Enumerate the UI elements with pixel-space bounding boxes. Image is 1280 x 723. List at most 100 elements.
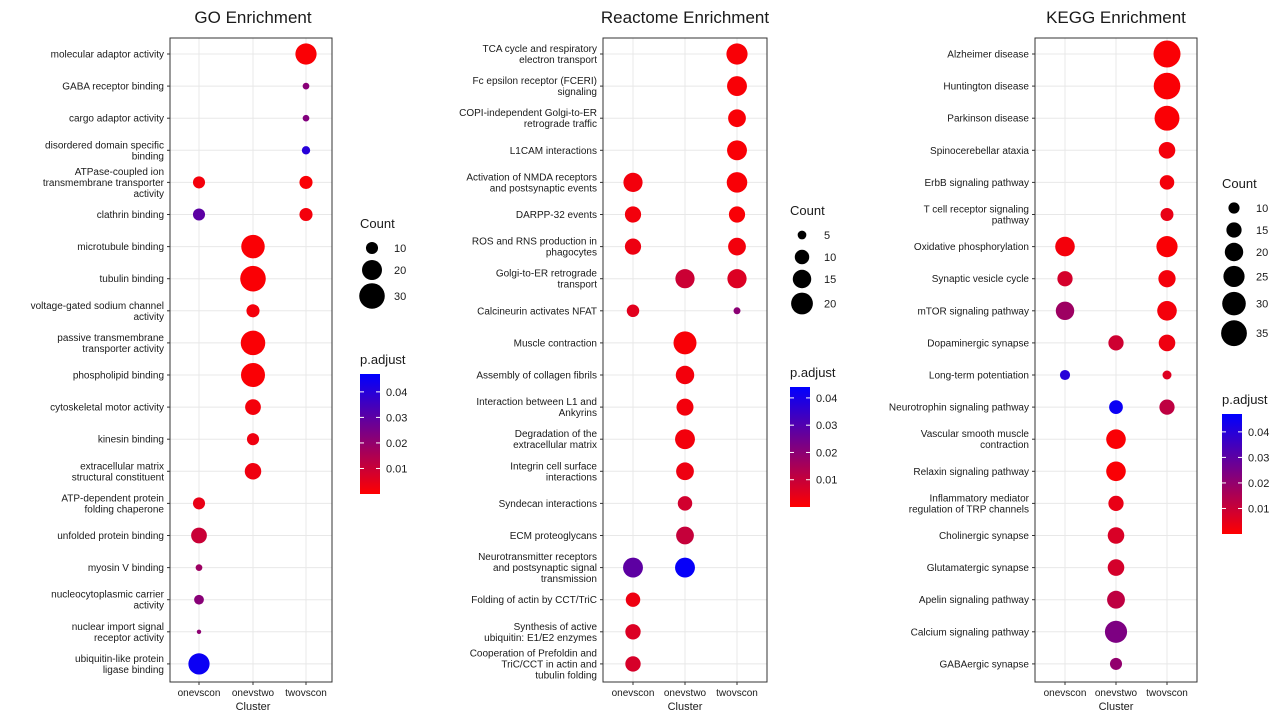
- data-point: [1153, 72, 1181, 100]
- data-point: [728, 206, 746, 223]
- data-point: [625, 656, 641, 672]
- y-tick-label: cytoskeletal motor activity: [50, 403, 164, 414]
- y-tick-label: myosin V binding: [88, 563, 164, 574]
- x-tick-label: onevscon: [1044, 688, 1087, 699]
- data-point: [675, 557, 695, 578]
- data-point: [188, 653, 210, 675]
- data-point: [299, 175, 313, 189]
- data-point: [675, 429, 695, 450]
- color-legend-label: 0.02: [816, 447, 837, 459]
- data-point: [1106, 429, 1126, 449]
- y-tick-label: Alzheimer disease: [947, 50, 1029, 61]
- y-tick-label: disordered domain specific binding: [45, 140, 164, 162]
- y-tick-label: COPI-independent Golgi-to-ER retrograde t…: [459, 108, 597, 130]
- y-tick-label: Interaction between L1 and Ankyrins: [476, 397, 597, 419]
- x-tick-label: twovscon: [1146, 688, 1188, 699]
- data-point: [673, 331, 697, 355]
- y-tick-label: L1CAM interactions: [510, 146, 597, 157]
- data-point: [727, 140, 747, 161]
- y-tick-label: Huntington disease: [943, 82, 1029, 93]
- data-point: [301, 146, 311, 155]
- data-point: [295, 43, 317, 65]
- y-tick-label: Degradation of the extracellular matrix: [513, 429, 597, 451]
- data-point: [299, 207, 313, 222]
- data-point: [623, 172, 643, 192]
- y-tick-label: Cooperation of Prefoldin and TriC/CCT in …: [470, 648, 597, 681]
- y-tick-label: voltage-gated sodium channel activity: [31, 301, 164, 323]
- y-tick-label: nuclear import signal receptor activity: [72, 622, 164, 644]
- y-tick-label: ATPase-coupled ion transmembrane transpor…: [43, 167, 165, 200]
- data-point: [244, 463, 262, 480]
- x-tick-label: onevstwo: [1095, 688, 1138, 699]
- color-legend-title: p.adjust: [360, 352, 406, 367]
- data-point: [1107, 590, 1125, 609]
- data-point: [728, 237, 746, 256]
- y-tick-label: microtubule binding: [77, 242, 164, 253]
- size-legend-title: Count: [790, 203, 825, 218]
- size-legend-dot: [1224, 242, 1244, 262]
- size-legend-label: 30: [1256, 299, 1268, 311]
- data-point: [241, 234, 265, 259]
- y-tick-label: Synaptic vesicle cycle: [932, 274, 1030, 285]
- data-point: [1160, 208, 1174, 221]
- y-tick-label: Fc epsilon receptor (FCERI) signaling: [473, 76, 597, 98]
- data-point: [1158, 334, 1176, 352]
- data-point: [675, 269, 695, 289]
- panel-title: KEGG Enrichment: [1046, 8, 1186, 27]
- data-point: [727, 269, 747, 289]
- size-legend-label: 15: [824, 274, 836, 286]
- y-tick-label: GABAergic synapse: [940, 659, 1030, 670]
- plot-background: [170, 38, 332, 682]
- x-tick-label: onevscon: [178, 688, 221, 699]
- y-tick-label: mTOR signaling pathway: [917, 306, 1029, 317]
- y-tick-label: Folding of actin by CCT/TriC: [471, 595, 597, 606]
- y-tick-label: Inflammatory mediator regulation of TRP c…: [909, 493, 1030, 515]
- size-legend-title: Count: [1222, 176, 1257, 191]
- data-point: [676, 398, 694, 416]
- y-tick-label: GABA receptor binding: [62, 82, 164, 93]
- color-legend-title: p.adjust: [790, 365, 836, 380]
- data-point: [1159, 175, 1175, 190]
- size-legend-dot: [1228, 202, 1240, 214]
- data-point: [302, 114, 310, 122]
- size-legend-dot: [792, 269, 812, 289]
- x-axis-label: Cluster: [668, 701, 703, 713]
- size-legend-dot: [359, 283, 385, 309]
- size-legend-dot: [794, 249, 810, 265]
- data-point: [1158, 270, 1176, 288]
- data-point: [246, 433, 260, 446]
- y-tick-label: Dopaminergic synapse: [927, 338, 1029, 349]
- data-point: [1104, 620, 1128, 643]
- y-tick-label: DARPP-32 events: [516, 210, 597, 221]
- color-legend-label: 0.02: [1248, 478, 1269, 490]
- data-point: [727, 76, 747, 97]
- y-tick-label: Neurotrophin signaling pathway: [889, 403, 1029, 414]
- x-tick-label: twovscon: [285, 688, 327, 699]
- data-point: [246, 304, 260, 318]
- data-point: [192, 208, 206, 221]
- y-tick-label: ECM proteoglycans: [510, 531, 597, 542]
- color-legend-label: 0.03: [1248, 452, 1269, 464]
- data-point: [677, 496, 693, 511]
- data-point: [240, 330, 266, 356]
- x-tick-label: onevstwo: [232, 688, 275, 699]
- y-tick-label: Integrin cell surface interactions: [510, 461, 597, 483]
- y-tick-label: ErbB signaling pathway: [924, 178, 1029, 189]
- data-point: [240, 265, 266, 292]
- data-point: [1156, 236, 1178, 258]
- color-legend-label: 0.01: [816, 475, 837, 487]
- color-legend-label: 0.02: [386, 438, 407, 450]
- data-point: [1055, 301, 1075, 321]
- data-point: [1109, 400, 1123, 414]
- data-point: [676, 462, 694, 481]
- y-tick-label: Apelin signaling pathway: [919, 595, 1029, 606]
- color-legend-bar: [790, 387, 810, 507]
- x-tick-label: onevstwo: [664, 688, 707, 699]
- data-point: [1107, 527, 1125, 544]
- y-tick-label: Syndecan interactions: [499, 499, 597, 510]
- y-tick-label: tubulin binding: [100, 274, 165, 285]
- data-point: [626, 304, 640, 318]
- data-point: [1158, 142, 1176, 159]
